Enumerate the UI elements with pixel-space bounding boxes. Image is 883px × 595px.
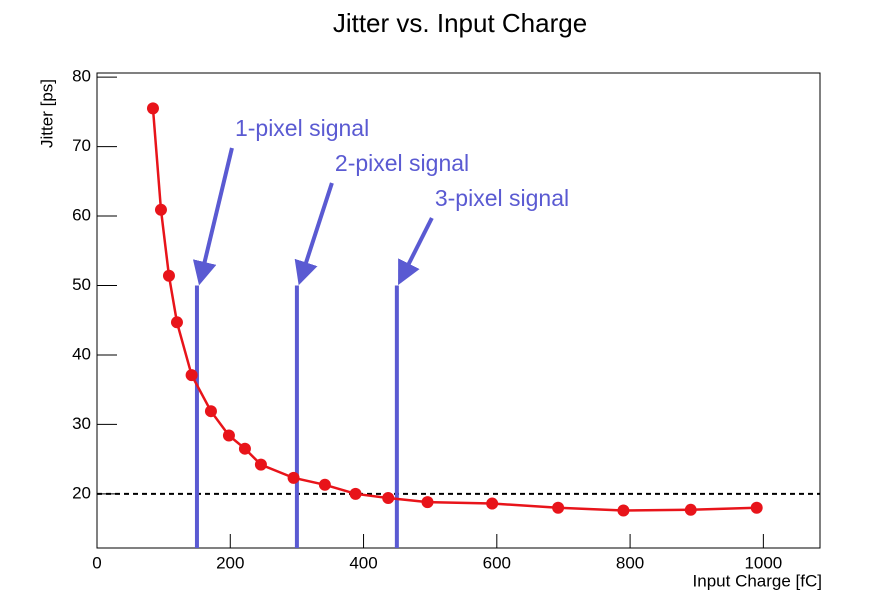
annotation: 3-pixel signal <box>435 185 569 211</box>
arrow <box>192 147 234 286</box>
y-tick-label: 70 <box>72 136 91 155</box>
arrow <box>398 217 434 286</box>
y-tick-label: 80 <box>72 67 91 86</box>
data-point <box>750 501 763 514</box>
data-point <box>617 504 630 517</box>
data-point <box>162 269 175 282</box>
data-point <box>146 102 159 115</box>
data-point <box>254 458 267 471</box>
x-tick-label: 0 <box>92 553 101 572</box>
data-point <box>222 429 235 442</box>
y-tick-label: 60 <box>72 206 91 225</box>
data-point <box>349 487 362 500</box>
annotation: 2-pixel signal <box>335 150 469 176</box>
arrow <box>294 182 334 286</box>
data-point <box>238 442 251 455</box>
data-point <box>204 405 217 418</box>
x-tick-label: 800 <box>616 553 644 572</box>
y-tick-label: 50 <box>72 275 91 294</box>
x-axis-label: Input Charge [fC] <box>693 571 822 590</box>
data-point <box>486 497 499 510</box>
data-point <box>552 501 565 514</box>
x-tick-label: 600 <box>483 553 511 572</box>
data-point <box>154 203 167 216</box>
y-tick-label: 20 <box>72 483 91 502</box>
data-point <box>170 316 183 329</box>
x-tick-label: 1000 <box>744 553 782 572</box>
data-point <box>421 496 434 509</box>
x-tick-label: 200 <box>216 553 244 572</box>
x-tick-label: 400 <box>349 553 377 572</box>
data-point <box>287 471 300 484</box>
y-axis-label: Jitter [ps] <box>37 79 56 148</box>
data-point <box>382 492 395 504</box>
chart-title: Jitter vs. Input Charge <box>333 8 587 38</box>
y-tick-label: 40 <box>72 344 91 363</box>
annotation: 1-pixel signal <box>235 115 369 141</box>
y-tick-label: 30 <box>72 414 91 433</box>
data-point <box>185 369 198 382</box>
data-point <box>684 503 697 516</box>
data-point <box>318 478 331 491</box>
plot-frame <box>96 72 821 549</box>
